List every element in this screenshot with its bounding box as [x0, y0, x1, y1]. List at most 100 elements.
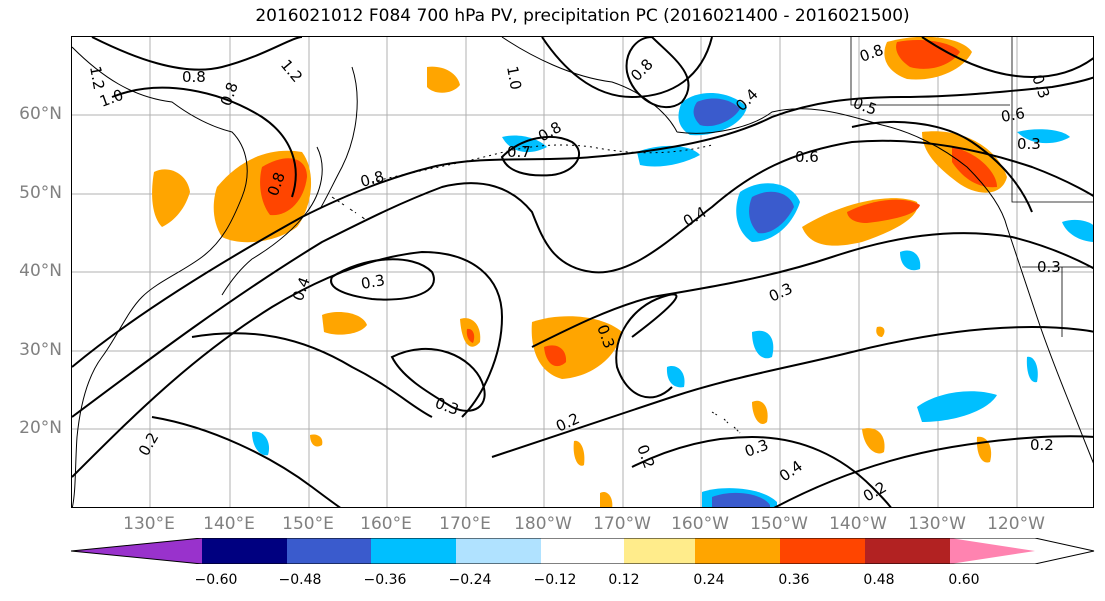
precip-positive-core — [466, 328, 475, 343]
precip-negative-core — [693, 98, 740, 127]
precip-positive-area — [600, 492, 613, 507]
pv-contour — [615, 293, 678, 399]
map-canvas: 1.2 0.8 1.0 0.8 1.2 1.0 0.8 0.8 0.8 0.7 … — [72, 37, 1093, 507]
lon-label: 120°W — [987, 514, 1045, 534]
colorbar-tick: 0.60 — [948, 572, 980, 588]
colorbar-tick: −0.60 — [194, 572, 238, 588]
contour-label: 0.3 — [742, 436, 771, 461]
colorbar-tick: 0.36 — [778, 572, 810, 588]
precip-positive-area — [862, 428, 885, 454]
precip-negative-core — [712, 492, 770, 507]
pv-contour — [500, 136, 581, 177]
contour-label: 0.6 — [1000, 104, 1027, 126]
contour-label: 0.8 — [535, 118, 565, 146]
precip-negative-area — [666, 366, 685, 388]
precip-negative-area — [252, 431, 270, 456]
pv-contour — [631, 435, 892, 507]
colorbar-segment — [624, 538, 695, 564]
contour-label: 0.2 — [633, 442, 658, 471]
pv-contour — [541, 37, 713, 99]
precip-negative-area — [1026, 356, 1038, 383]
pv-contour — [851, 121, 1033, 213]
pv-contour — [625, 37, 690, 109]
coastlines — [72, 37, 1093, 507]
colorbar-segment — [865, 538, 950, 564]
colorbar — [71, 538, 1095, 564]
lon-label: 160°E — [360, 514, 412, 534]
contour-label: 0.4 — [289, 275, 314, 304]
contour-label: 0.2 — [1030, 436, 1054, 454]
lon-label: 180°W — [514, 514, 572, 534]
contour-label: 0.2 — [553, 409, 582, 435]
political-borders — [850, 37, 1093, 337]
lon-label: 160°W — [671, 514, 729, 534]
contour-label: 1.0 — [503, 65, 525, 92]
precip-positive-core — [544, 345, 567, 367]
lat-label-20n: 20°N — [19, 418, 62, 438]
colorbar-tick: −0.12 — [533, 572, 577, 588]
contour-label: 0.8 — [627, 55, 657, 85]
colorbar-tick: −0.48 — [278, 572, 322, 588]
colorbar-segment — [456, 538, 541, 564]
colorbar-segment — [695, 538, 780, 564]
contour-label: 0.6 — [795, 148, 819, 166]
contour-label: 1.2 — [86, 65, 108, 92]
pv-contour — [111, 86, 297, 198]
hawaii-islands — [711, 411, 741, 434]
colorbar-segment — [541, 538, 624, 564]
colorbar-segment — [287, 538, 371, 564]
contour-label: 0.3 — [1037, 258, 1061, 276]
contour-label: 0.8 — [182, 68, 206, 86]
contour-label: 0.3 — [360, 271, 387, 293]
pv-contour — [531, 232, 1093, 348]
pv-contour — [390, 347, 486, 412]
asia-coast — [72, 46, 248, 507]
precip-positive-area — [427, 66, 460, 93]
colorbar-tick: 0.48 — [863, 572, 895, 588]
precip-positive-area — [152, 169, 190, 227]
colorbar-tick: −0.24 — [448, 572, 492, 588]
lat-label-60n: 60°N — [19, 104, 62, 124]
lon-label: 140°E — [203, 514, 255, 534]
contour-label: 1.2 — [277, 56, 306, 86]
precip-positive-area — [310, 434, 323, 447]
lon-label: 150°E — [282, 514, 334, 534]
contour-label: 0.8 — [358, 167, 386, 191]
lon-label: 170°W — [593, 514, 651, 534]
contour-label: 0.8 — [857, 41, 886, 66]
precip-negative-area — [1017, 129, 1070, 144]
contour-label: 1.0 — [97, 86, 126, 111]
lat-label-50n: 50°N — [19, 183, 62, 203]
lon-label: 130°E — [123, 514, 175, 534]
colorbar-segment — [202, 538, 287, 564]
contour-label: 0.7 — [507, 143, 531, 161]
north-america-coast — [1006, 226, 1093, 464]
precip-negative-area — [917, 391, 997, 422]
lat-label-40n: 40°N — [19, 261, 62, 281]
precip-positive-area — [752, 400, 768, 425]
precip-positive-core — [952, 147, 997, 188]
map-title: 2016021012 F084 700 hPa PV, precipitatio… — [255, 6, 910, 26]
lon-label: 140°W — [829, 514, 887, 534]
pv-contour — [72, 139, 1093, 418]
japan-coast — [221, 146, 323, 296]
pv-contours — [72, 37, 1093, 507]
map-panel: 1.2 0.8 1.0 0.8 1.2 1.0 0.8 0.8 0.8 0.7 … — [71, 36, 1094, 508]
colorbar-segment — [950, 538, 1035, 564]
pv-contour — [72, 76, 1093, 368]
lon-label: 170°E — [439, 514, 491, 534]
pv-contour — [491, 325, 1093, 458]
colorbar-outline — [71, 538, 1095, 564]
colorbar-segment — [780, 538, 865, 564]
precip-positive-core — [896, 40, 960, 69]
pv-contour — [330, 258, 435, 301]
colorbar-tick: 0.24 — [693, 572, 725, 588]
contour-label: 0.3 — [766, 279, 795, 305]
alaska-coast — [501, 37, 1008, 228]
pv-contour — [773, 435, 1093, 507]
lon-label: 150°W — [750, 514, 808, 534]
contour-label: 0.4 — [680, 203, 710, 231]
colorbar-segment — [371, 538, 456, 564]
pv-contour — [921, 37, 1093, 79]
contour-label: 0.3 — [433, 394, 462, 419]
